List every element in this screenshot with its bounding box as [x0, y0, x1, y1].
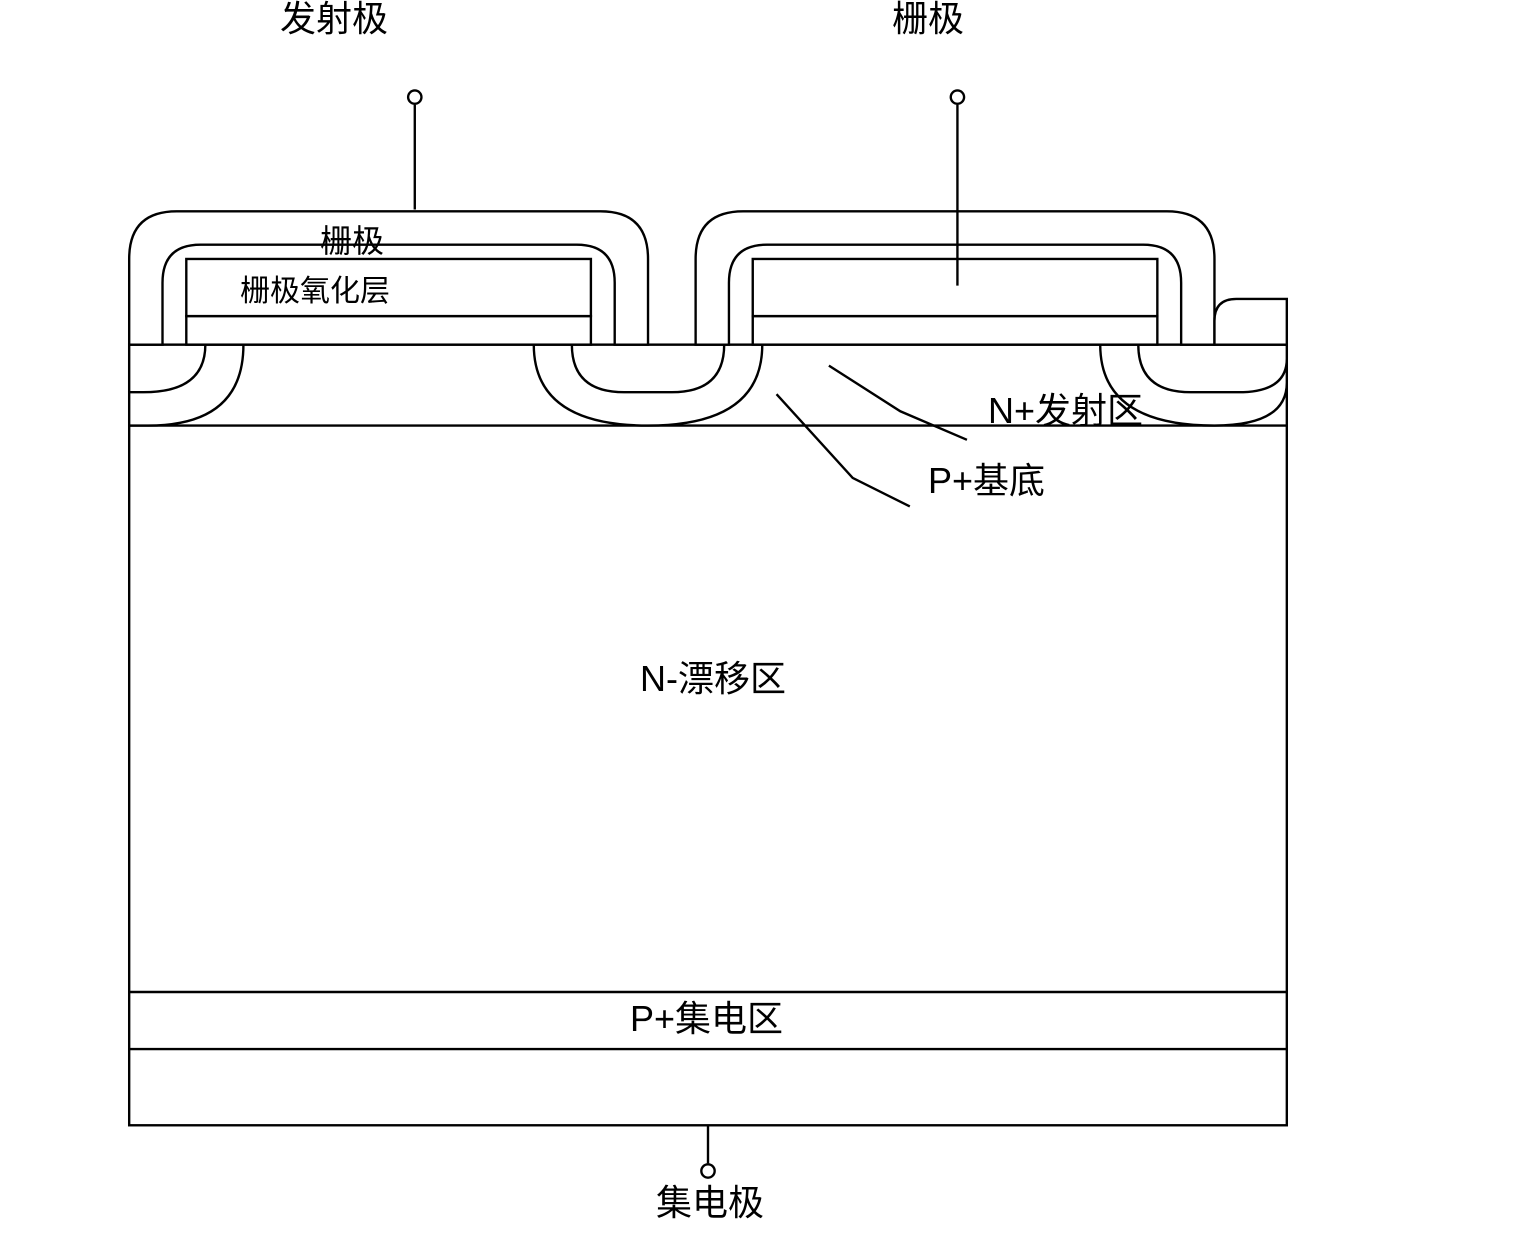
gate-oxide-label: 栅极氧化层 — [240, 266, 390, 310]
p-collector-label: P+集电区 — [630, 990, 783, 1042]
igbt-diagram: 发射极 栅极 栅极 栅极氧化层 N+发射区 P+基底 N-漂移区 P+集电区 集… — [100, 40, 1316, 1180]
diagram-svg — [100, 40, 1316, 1230]
n-emitter-label: N+发射区 — [988, 382, 1143, 434]
n-drift-label: N-漂移区 — [640, 650, 786, 702]
gate-oxide-rect — [753, 316, 1158, 345]
emitter-label: 发射极 — [280, 0, 388, 42]
emitter-metal-cap — [1214, 299, 1286, 345]
gate-label: 栅极 — [320, 216, 384, 262]
n-emitter-well — [1138, 345, 1287, 393]
p-base-label: P+基底 — [928, 452, 1045, 504]
gate-top-label: 栅极 — [892, 0, 964, 42]
gate-rect — [753, 259, 1158, 316]
n-emitter-well — [572, 345, 724, 393]
emitter-terminal — [408, 90, 421, 103]
gate-oxide-rect — [186, 316, 591, 345]
collector-label: 集电极 — [656, 1174, 764, 1226]
gate-terminal — [951, 90, 964, 103]
